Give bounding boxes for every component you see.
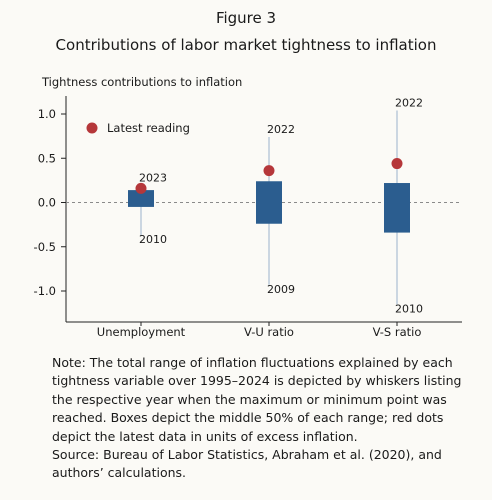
y-tick-label: 0.5 (38, 151, 56, 165)
chart-title: Contributions of labor market tightness … (55, 36, 437, 54)
y-axis-label: Tightness contributions to inflation (41, 75, 242, 89)
box-plot-chart: Tightness contributions to inflation 1.0… (34, 75, 462, 339)
legend-label: Latest reading (107, 121, 190, 135)
whisker-min-year-label: 2010 (139, 233, 167, 246)
whisker-min-year-label: 2010 (395, 302, 423, 315)
y-tick-label: 1.0 (38, 107, 56, 121)
note-text: Note: The total range of inflation fluct… (52, 355, 462, 444)
x-category-label: Unemployment (97, 325, 186, 339)
x-category-label: V-S ratio (373, 325, 422, 339)
iqr-box (256, 181, 282, 224)
latest-reading-dot (135, 182, 147, 194)
x-category-label: V-U ratio (244, 325, 294, 339)
iqr-box (384, 183, 410, 233)
y-tick-label: -1.0 (34, 284, 56, 298)
whisker-max-year-label: 2022 (267, 123, 295, 136)
latest-reading-dot (391, 158, 403, 170)
whisker-min-year-label: 2009 (267, 283, 295, 296)
figure-label: Figure 3 (215, 9, 277, 27)
latest-reading-dot (263, 165, 275, 177)
y-tick-label: -0.5 (34, 240, 56, 254)
source-text: Source: Bureau of Labor Statistics, Abra… (52, 447, 442, 481)
y-tick-label: 0.0 (38, 196, 56, 210)
plot-area: 1.0 0.5 0.0 -0.5 -1.0 Latest reading 2023 2010 U… (34, 96, 462, 339)
whisker-max-year-label: 2023 (139, 172, 167, 185)
chart-note: Note: The total range of inflation fluct… (52, 354, 482, 483)
whisker-max-year-label: 2022 (395, 96, 423, 109)
legend-marker (86, 122, 98, 134)
iqr-box (128, 190, 154, 207)
